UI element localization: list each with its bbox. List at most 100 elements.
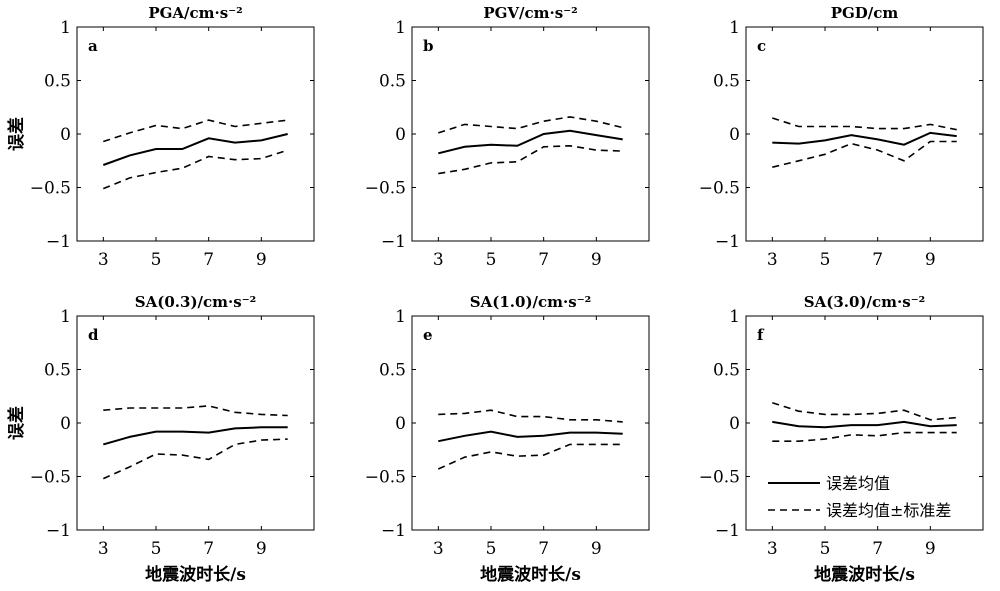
panel-c-xtick-label: 7 [872, 250, 883, 270]
panel-d-xtick-label: 5 [151, 539, 162, 559]
panel-b-axes-frame [411, 26, 650, 242]
panel-c-xtick-label: 9 [925, 250, 936, 270]
panel-a-series-mean [102, 133, 288, 166]
panel-a: 1 0.5 0 −0.5 −1 3 5 7 9 a PGA/cm·s⁻² 误差 [6, 4, 315, 270]
panel-a-xtick-label: 3 [98, 250, 109, 270]
panel-c-letter: c [757, 37, 766, 55]
panel-e-xtick-label: 7 [538, 539, 549, 559]
panel-d-axes-frame [76, 315, 315, 531]
panel-e-series-lower-std [437, 443, 623, 470]
panel-a-ylabel: 误差 [6, 117, 27, 151]
panel-f-xtick-label: 7 [872, 539, 883, 559]
panel-e-axes-frame [411, 315, 650, 531]
panel-f-ytick-label: −1 [715, 521, 740, 541]
panel-a-xtick-label: 5 [151, 250, 162, 270]
panel-f: 1 0.5 0 −0.5 −1 3 5 7 9 f SA(3.0)/cm·s⁻² 地震波时长/s 误差均… [699, 293, 984, 585]
panel-e-letter: e [423, 326, 433, 344]
panel-c-ytick-label: 0 [729, 125, 740, 145]
panel-a-ytick-label: 0.5 [44, 72, 71, 92]
panel-f-xtick-label: 5 [820, 539, 831, 559]
panel-b-ytick-label: 0.5 [379, 72, 406, 92]
panel-c-ytick-label: 0.5 [713, 72, 740, 92]
panel-e-series-mean [438, 430, 623, 443]
panel-f-title: SA(3.0)/cm·s⁻² [804, 293, 925, 311]
panel-f-ytick-label: 0.5 [713, 361, 740, 381]
panel-b-letter: b [423, 37, 434, 55]
panel-e-ytick-label: −0.5 [365, 468, 406, 488]
panel-b-ytick-label: 1 [395, 18, 406, 38]
panel-f-series-mean [772, 420, 957, 429]
panel-c-ytick-label: 1 [729, 18, 740, 38]
panel-a-ytick-label: 1 [60, 18, 71, 38]
panel-c-series-lower-std [772, 140, 957, 168]
panel-d-letter: d [88, 326, 99, 344]
panel-c-ytick-label: −0.5 [699, 179, 740, 199]
panel-d-ytick-label: 0 [60, 414, 71, 434]
panel-c-series-mean [772, 131, 957, 146]
panel-a-axes-frame [76, 26, 315, 242]
panel-f-ytick-label: 1 [729, 307, 740, 327]
panel-c-xtick-label: 3 [767, 250, 778, 270]
panel-e: 1 0.5 0 −0.5 −1 3 5 7 9 e SA(1.0)/cm·s⁻² 地震波时长/s [365, 293, 650, 585]
panel-d-ytick-label: 1 [60, 307, 71, 327]
panel-d-xtick-label: 7 [203, 539, 214, 559]
panel-d-series-upper-std [103, 405, 288, 417]
panel-b-title: PGV/cm·s⁻² [483, 4, 577, 22]
panel-f-legend-label-std: 误差均值±标准差 [826, 501, 951, 520]
panel-f-ytick-label: −0.5 [699, 468, 740, 488]
panel-e-ytick-label: 1 [395, 307, 406, 327]
panel-f-legend-label-mean: 误差均值 [826, 474, 890, 493]
panel-a-ytick-label: −1 [46, 232, 71, 252]
panel-f-ytick-label: 0 [729, 414, 740, 434]
panel-e-xtick-label: 5 [486, 539, 497, 559]
panel-d-series-mean [103, 426, 288, 446]
panel-b: 1 0.5 0 −0.5 −1 3 5 7 9 b PGV/cm·s⁻² [365, 4, 650, 270]
panel-f-xtick-label: 3 [767, 539, 778, 559]
panel-d-ylabel: 误差 [6, 406, 27, 440]
panel-a-series-lower-std [102, 149, 288, 190]
panel-e-xlabel: 地震波时长/s [480, 564, 581, 585]
panel-c: 1 0.5 0 −0.5 −1 3 5 7 9 c PGD/cm [699, 4, 984, 270]
panel-b-series-upper-std [438, 116, 623, 134]
panel-a-xtick-label: 9 [256, 250, 267, 270]
panel-d-title: SA(0.3)/cm·s⁻² [135, 293, 256, 311]
panel-a-xtick-label: 7 [203, 250, 214, 270]
panel-b-xtick-label: 9 [591, 250, 602, 270]
panel-f-letter: f [757, 326, 765, 344]
panel-d-ytick-label: −1 [46, 521, 71, 541]
panel-a-ytick-label: 0 [60, 125, 71, 145]
panel-b-xtick-label: 7 [538, 250, 549, 270]
panel-b-ytick-label: −0.5 [365, 179, 406, 199]
panel-a-ytick-label: −0.5 [30, 179, 71, 199]
panel-e-ytick-label: 0.5 [379, 361, 406, 381]
panel-a-title: PGA/cm·s⁻² [148, 4, 242, 22]
panel-a-letter: a [88, 37, 98, 55]
panel-d-series-lower-std [102, 438, 288, 480]
panel-b-xtick-label: 5 [486, 250, 497, 270]
panel-f-xlabel: 地震波时长/s [814, 564, 915, 585]
panel-b-series-mean [438, 129, 623, 155]
panel-d-ytick-label: −0.5 [30, 468, 71, 488]
panel-f-series-upper-std [772, 401, 957, 421]
panel-e-xtick-label: 9 [591, 539, 602, 559]
panel-a-series-upper-std [103, 119, 288, 143]
panel-b-ytick-label: 0 [395, 125, 406, 145]
panel-e-ytick-label: −1 [381, 521, 406, 541]
panel-b-ytick-label: −1 [381, 232, 406, 252]
panel-c-title: PGD/cm [831, 4, 899, 22]
panel-e-series-upper-std [438, 409, 623, 423]
panel-f-series-lower-std [772, 431, 957, 443]
panel-e-xtick-label: 3 [433, 539, 444, 559]
panel-d-xtick-label: 3 [98, 539, 109, 559]
panel-d-ytick-label: 0.5 [44, 361, 71, 381]
panel-b-series-lower-std [438, 144, 623, 175]
panel-d-xlabel: 地震波时长/s [145, 564, 246, 585]
panel-e-title: SA(1.0)/cm·s⁻² [470, 293, 591, 311]
panel-c-xtick-label: 5 [820, 250, 831, 270]
panel-c-ytick-label: −1 [715, 232, 740, 252]
panel-e-ytick-label: 0 [395, 414, 406, 434]
panel-c-series-upper-std [772, 117, 957, 131]
panel-b-xtick-label: 3 [433, 250, 444, 270]
